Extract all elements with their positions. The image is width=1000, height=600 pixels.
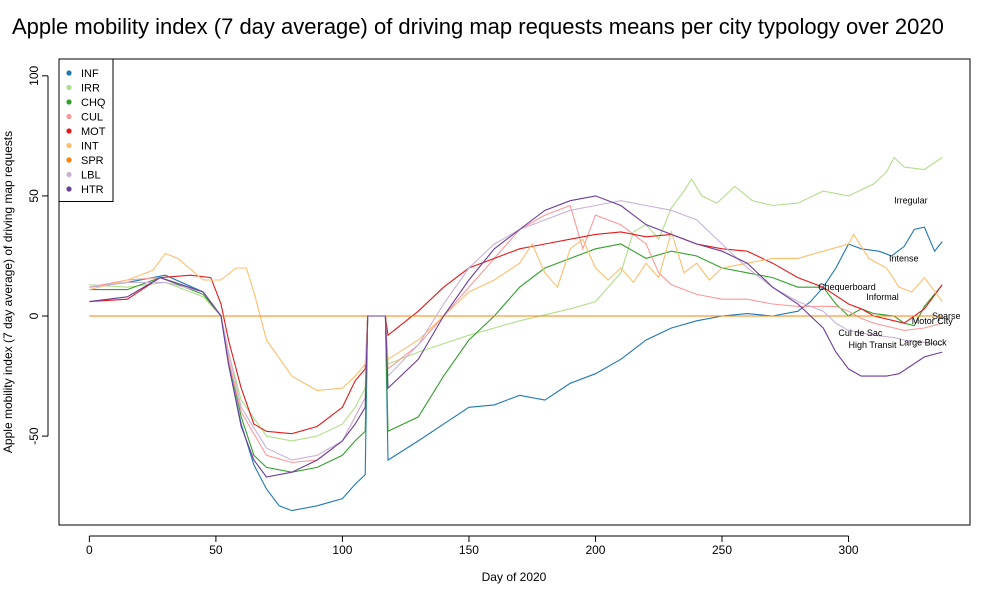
legend-label-mot: MOT <box>81 126 106 138</box>
series-label-layer: Intense Irregular Chequerboard Cul de Sac Mo… <box>818 196 960 350</box>
series-label-irr: Irregular <box>894 196 928 206</box>
series-label-spr: Sparse <box>932 311 961 321</box>
x-tick-label: 100 <box>332 543 352 557</box>
x-tick-label: 300 <box>839 543 859 557</box>
x-tick-label: 250 <box>712 543 732 557</box>
legend-marker-cul <box>66 113 72 120</box>
y-tick-label: 50 <box>27 189 41 203</box>
plot-frame <box>58 58 971 526</box>
legend-label-cul: CUL <box>81 112 103 124</box>
x-axis-label: Day of 2020 <box>482 570 547 584</box>
legend-marker-irr <box>66 84 72 91</box>
series-line-irr <box>89 156 943 442</box>
series-label-cul: Cul de Sac <box>838 328 883 338</box>
legend-marker-spr <box>66 157 72 163</box>
x-tick-label: 50 <box>209 543 223 557</box>
legend-label-irr: IRR <box>81 83 100 95</box>
legend-label-chq: CHQ <box>81 97 106 109</box>
y-tick-label: 100 <box>27 65 41 85</box>
series-label-lbl: Large Block <box>899 337 947 347</box>
y-tick-label: 0 <box>27 312 41 319</box>
legend-label-htr: HTR <box>81 184 104 196</box>
legend-label-lbl: LBL <box>81 170 101 182</box>
legend-marker-int <box>66 142 72 149</box>
series-label-mot: Motor City <box>912 316 954 326</box>
legend-marker-lbl <box>66 171 72 178</box>
series-line-cul <box>89 204 943 464</box>
chart-title: Apple mobility index (7 day average) of … <box>12 14 944 39</box>
series-label-htr: High Transit <box>849 340 898 350</box>
x-tick-label: 150 <box>459 543 479 557</box>
series-line-chq <box>89 243 943 473</box>
y-axis-label: Apple mobility index (7 day average) of … <box>1 131 15 453</box>
legend-label-spr: SPR <box>81 155 104 167</box>
legend: INF IRR CHQ CUL MOT INT SPR LBL HTR <box>58 58 114 202</box>
x-tick-label: 0 <box>86 543 93 557</box>
y-tick-label: -50 <box>27 427 41 445</box>
series-line-lbl <box>89 200 943 461</box>
series-line-htr <box>89 195 943 478</box>
axes-layer: 0 50 100 150 200 250 300 -50 0 50 100 <box>27 65 859 557</box>
series-layer <box>89 156 943 512</box>
x-tick-label: 200 <box>585 543 605 557</box>
series-label-inf: Intense <box>889 253 919 263</box>
series-line-mot <box>89 231 943 435</box>
series-label-chq: Chequerboard <box>818 282 876 292</box>
legend-label-int: INT <box>81 141 99 153</box>
series-line-int <box>89 229 943 392</box>
legend-marker-chq <box>66 99 72 105</box>
legend-marker-htr <box>66 186 72 192</box>
series-label-int: Informal <box>866 292 899 302</box>
series-line-inf <box>89 226 943 512</box>
legend-label-inf: INF <box>81 68 99 80</box>
legend-marker-mot <box>66 128 72 134</box>
legend-marker-inf <box>66 70 72 76</box>
